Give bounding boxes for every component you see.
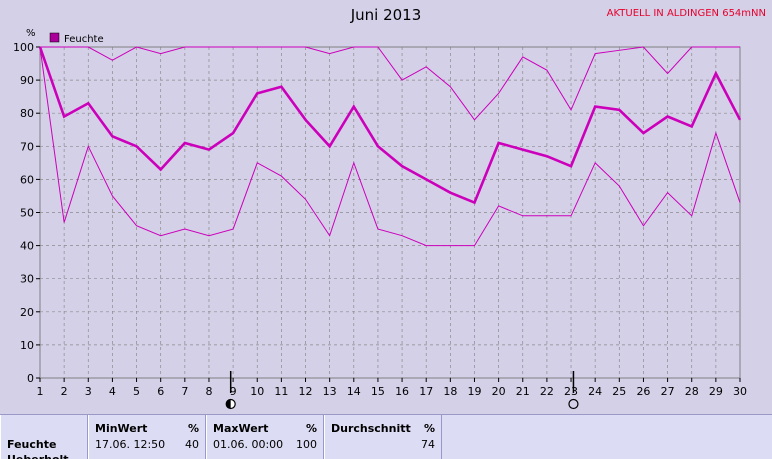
y-tick-label: 80 [20,107,34,120]
y-tick-label: 10 [20,339,34,352]
avg-value: 74 [421,438,435,451]
full-moon-icon [568,398,579,410]
legend: Feuchte [49,32,104,45]
avg-header: Durchschnitt [331,422,411,435]
x-tick-label: 16 [395,385,409,398]
summary-row-label-2: Ueberholt [7,453,69,459]
summary-panel: Feuchte Ueberholt MinWert % 17.06. 12:50… [0,414,772,459]
x-tick-label: 21 [516,385,530,398]
x-tick-label: 8 [205,385,212,398]
y-tick-label: 90 [20,74,34,87]
series-lines [38,46,742,247]
avg-unit: % [423,422,435,435]
x-tick-label: 20 [492,385,506,398]
y-axis-unit: % [26,28,36,39]
chart-title: Juni 2013 [350,6,422,24]
x-tick-label: 5 [133,385,140,398]
x-tick-label: 11 [274,385,288,398]
summary-row-label: Feuchte [7,438,57,451]
half-moon-shade [226,399,231,409]
x-tick-label: 1 [37,385,44,398]
x-tick-label: 14 [347,385,361,398]
max-unit: % [305,422,317,435]
legend-label: Feuchte [64,34,104,45]
x-tick-label: 10 [250,385,264,398]
x-tick-label: 2 [61,385,68,398]
summary-label-cell: Feuchte Ueberholt [0,415,88,459]
y-tick-label: 70 [20,140,34,153]
y-tick-label: 40 [20,240,34,253]
max-value: 100 [296,438,317,451]
min-unit: % [187,422,199,435]
max-header: MaxWert [213,422,269,435]
series-max-line [40,46,740,121]
x-tick-label: 23 [564,385,578,398]
y-tick-label: 30 [20,273,34,286]
max-time: 01.06. 00:00 [213,438,284,451]
x-tick-label: 17 [419,385,433,398]
y-tick-label: 0 [27,372,34,385]
x-tick-label: 24 [588,385,602,398]
x-tick-label: 28 [685,385,699,398]
x-tick-label: 25 [612,385,626,398]
x-tick-label: 3 [85,385,92,398]
x-tick-label: 18 [443,385,457,398]
y-tick-label: 60 [20,173,34,186]
x-tick-label: 30 [733,385,747,398]
y-tick-label: 100 [13,41,34,54]
summary-avg-cell: Durchschnitt % 74 [324,415,442,459]
x-tick-label: 26 [636,385,650,398]
min-time: 17.06. 12:50 [95,438,166,451]
location-subtitle: AKTUELL IN ALDINGEN 654mNN [606,8,766,19]
summary-max-cell: MaxWert % 01.06. 00:00 100 [206,415,324,459]
y-tick-label: 20 [20,306,34,319]
series-mean-line [38,46,742,205]
x-tick-label: 19 [467,385,481,398]
x-tick-label: 12 [299,385,313,398]
grid [40,47,740,378]
x-tick-label: 29 [709,385,723,398]
min-header: MinWert [95,422,148,435]
y-tick-label: 50 [20,207,34,220]
x-tick-label: 9 [230,385,237,398]
x-tick-label: 27 [661,385,675,398]
series-min-line [39,46,741,247]
x-tick-label: 4 [109,385,116,398]
x-tick-label: 15 [371,385,385,398]
min-value: 40 [185,438,199,451]
x-tick-label: 22 [540,385,554,398]
x-tick-label: 6 [157,385,164,398]
x-tick-label: 7 [181,385,188,398]
legend-swatch [49,32,60,43]
moon-phases [225,371,579,410]
x-tick-label: 13 [323,385,337,398]
summary-min-cell: MinWert % 17.06. 12:50 40 [88,415,206,459]
